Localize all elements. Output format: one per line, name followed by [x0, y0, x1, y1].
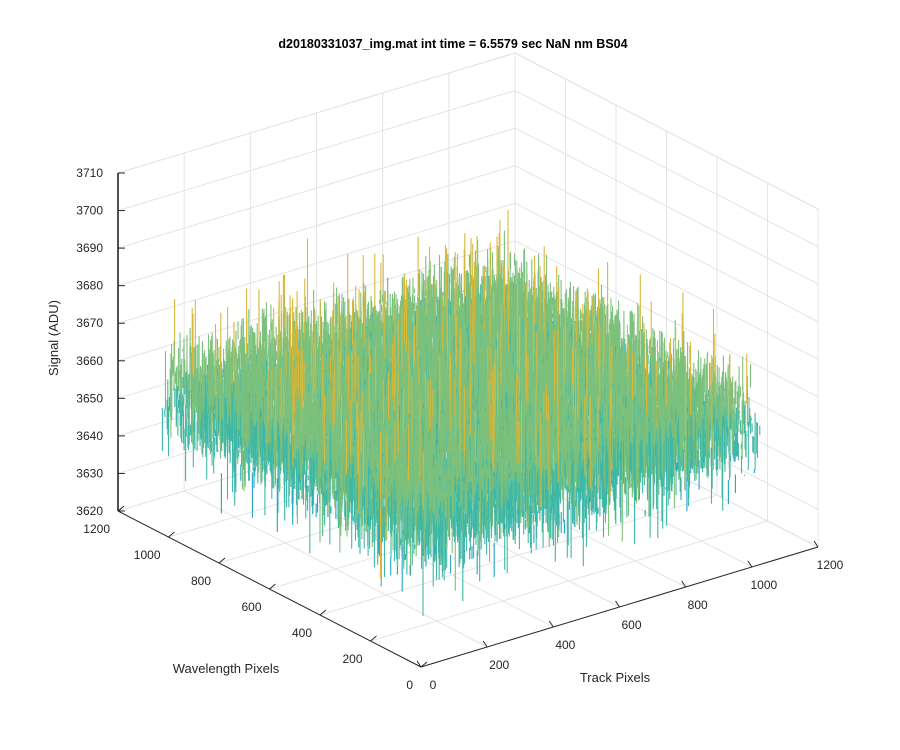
grid-line	[117, 165, 516, 287]
grid-line	[514, 240, 819, 398]
grid-line	[117, 90, 516, 212]
box-edge	[514, 52, 819, 210]
grid-line	[117, 127, 516, 249]
chart-title: d20180331037_img.mat int time = 6.5579 s…	[278, 37, 627, 51]
grid-line	[514, 202, 819, 360]
grid-line	[370, 520, 768, 642]
grid-line	[514, 90, 819, 248]
box-edge	[117, 52, 516, 174]
grid-line	[117, 202, 516, 324]
grid-line	[514, 165, 819, 323]
grid-line	[514, 127, 819, 285]
surface-mesh	[161, 210, 761, 616]
